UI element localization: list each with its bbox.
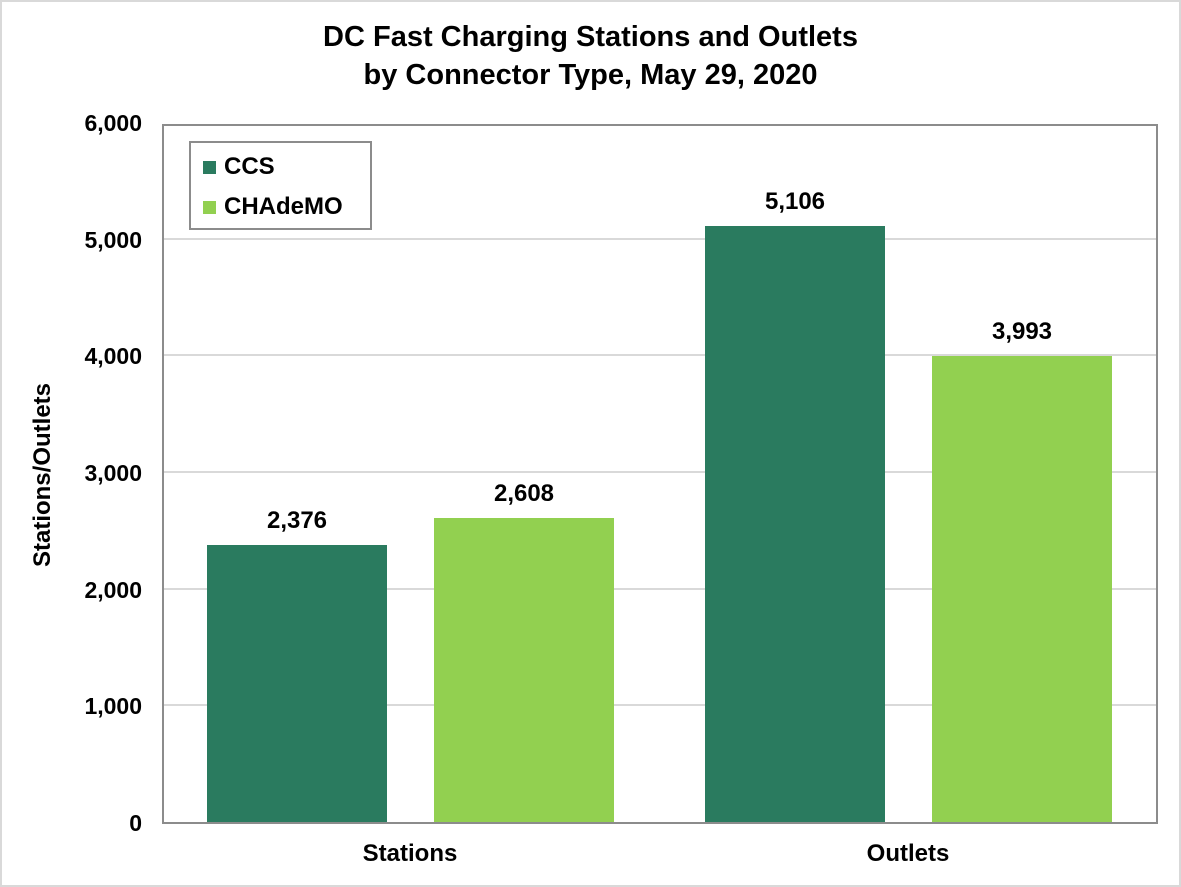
gridline (164, 587, 1156, 590)
plot-area (162, 124, 1158, 824)
y-tick-label: 4,000 (84, 343, 142, 370)
gridline (164, 354, 1156, 357)
gridline (164, 704, 1156, 707)
data-label: 2,608 (493, 479, 555, 507)
x-tick-label: Stations (362, 840, 458, 867)
legend-swatch-ccs (203, 160, 216, 174)
legend-item-chademo: CHAdeMO (203, 193, 343, 221)
y-tick-label: 5,000 (84, 226, 142, 253)
bar-outlets-chademo (932, 356, 1112, 822)
y-tick-label: 0 (129, 810, 142, 836)
legend-item-ccs: CCS (203, 153, 275, 181)
y-tick-label: 3,000 (84, 460, 142, 486)
bar-stations-ccs (207, 544, 387, 822)
gridline (164, 471, 1156, 473)
bar-outlets-ccs (705, 226, 885, 822)
chart-title: DC Fast Charging Stations and Outlets by… (0, 18, 1181, 94)
legend-label-ccs: CCS (224, 153, 275, 180)
legend: CCS CHAdeMO (189, 141, 372, 230)
y-tick-label: 6,000 (84, 110, 142, 136)
data-label: 2,376 (266, 506, 328, 534)
data-label: 3,993 (991, 318, 1053, 346)
legend-swatch-chademo (203, 200, 216, 214)
x-tick-label: Outlets (866, 840, 950, 867)
bar-stations-chademo (434, 517, 614, 822)
legend-label-chademo: CHAdeMO (224, 193, 343, 220)
gridline (164, 237, 1156, 240)
y-tick-label: 1,000 (84, 693, 142, 720)
data-label: 5,106 (764, 188, 826, 216)
chart-title-line-2: by Connector Type, May 29, 2020 (363, 59, 818, 91)
chart-title-line-1: DC Fast Charging Stations and Outlets (323, 21, 858, 53)
y-tick-label: 2,000 (84, 576, 142, 603)
